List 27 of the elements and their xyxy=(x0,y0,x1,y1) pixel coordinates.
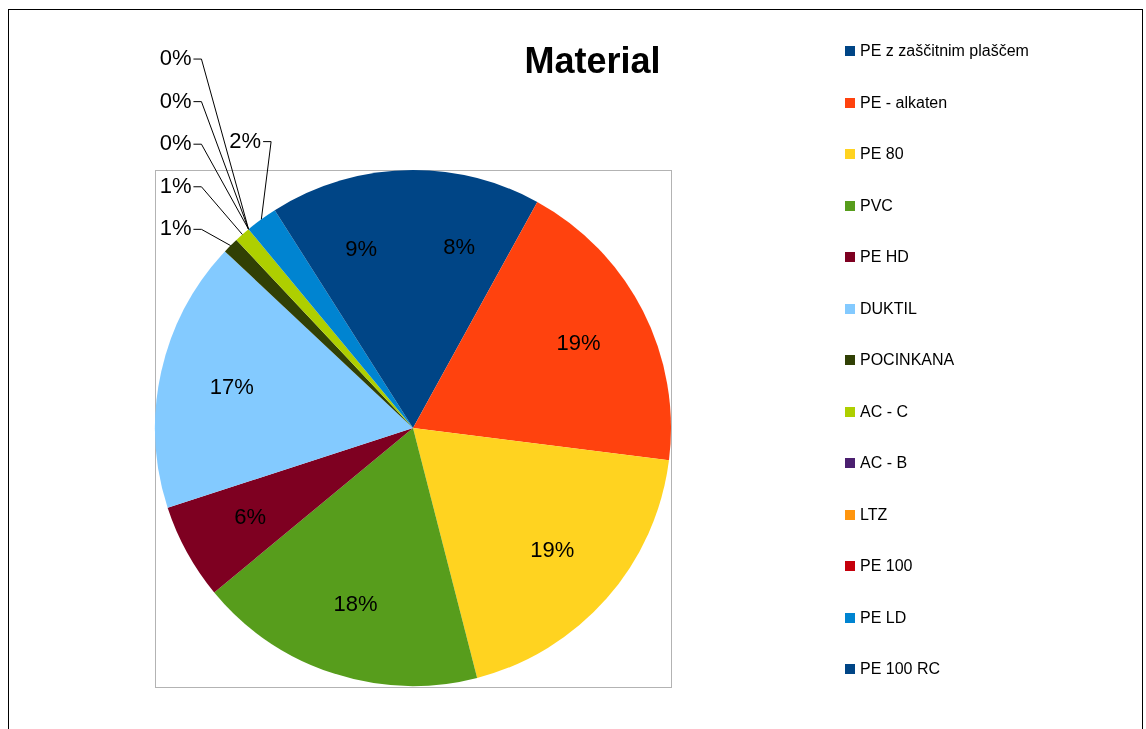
legend-label: PE z zaščitnim plaščem xyxy=(860,41,1029,61)
legend-label: AC - C xyxy=(860,401,908,422)
data-label: 6% xyxy=(234,503,267,529)
legend-label: AC - B xyxy=(860,453,908,473)
text: 0% xyxy=(159,45,192,71)
legend-label: PVC xyxy=(860,195,893,216)
text: 0% xyxy=(159,87,192,113)
legend-label: DUKTIL xyxy=(860,298,917,319)
legend-label: POCINKANA xyxy=(860,350,955,370)
data-label: 1% xyxy=(159,172,192,198)
data-label: 1% xyxy=(159,215,192,241)
chart-title: Material xyxy=(523,40,662,82)
data-label: 19% xyxy=(530,536,575,562)
text: 0% xyxy=(159,130,192,156)
data-label: 8% xyxy=(443,234,476,260)
legend-label: LTZ xyxy=(860,504,888,525)
data-label: 18% xyxy=(333,590,378,616)
data-label: 2% xyxy=(229,127,262,153)
legend-label: PE LD xyxy=(860,607,907,628)
data-label: 19% xyxy=(556,329,601,355)
legend-label: PE - alkaten xyxy=(860,92,948,113)
legend-label: PE 80 xyxy=(860,144,904,164)
data-label: 9% xyxy=(345,235,378,261)
legend-label: PE 100 xyxy=(860,556,913,576)
data-label: 17% xyxy=(209,373,254,399)
legend-label: PE 100 RC xyxy=(860,659,941,679)
legend-label: PE HD xyxy=(860,247,909,267)
